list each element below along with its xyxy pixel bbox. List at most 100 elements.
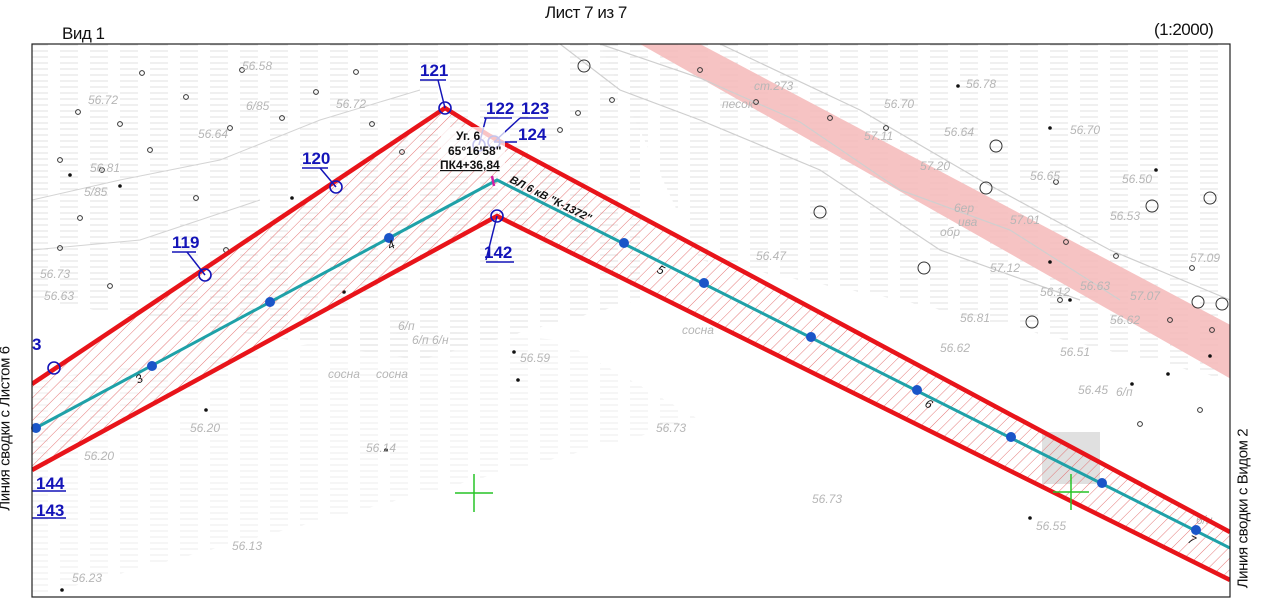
elevation-label: 56.73: [812, 492, 842, 506]
elevation-label: 57.11: [864, 129, 893, 143]
tree-symbol-icon: [1197, 407, 1203, 413]
tree-symbol-icon: [99, 167, 105, 173]
tree-symbol-icon: [1209, 327, 1215, 333]
elevation-label: 56.59: [520, 351, 550, 365]
label-121: 121: [420, 61, 448, 80]
axis-points: [31, 233, 1201, 535]
survey-label: сосна: [682, 323, 714, 337]
survey-dot: [1154, 168, 1158, 172]
tree-symbol-icon: [227, 125, 233, 131]
view-label: Вид 1: [62, 24, 105, 43]
tree-symbol-icon: [609, 97, 615, 103]
survey-dot: [290, 196, 294, 200]
survey-label: сосна: [328, 367, 360, 381]
axis-point: [31, 423, 41, 433]
scale-label: (1:2000): [1154, 20, 1214, 39]
survey-dot: [60, 588, 64, 592]
elevation-label: 56.73: [40, 267, 70, 281]
label-123: 123: [521, 99, 549, 118]
label-142: 142: [484, 243, 512, 262]
elevation-label: 57.01: [1010, 213, 1040, 227]
elevation-label: 56.45: [1078, 383, 1108, 397]
elevation-label: 56.12: [1040, 285, 1070, 299]
survey-label: сосна: [376, 367, 408, 381]
tree-symbol-icon: [1063, 239, 1069, 245]
elevation-label: 56.53: [1110, 209, 1140, 223]
survey-dot: [1130, 382, 1134, 386]
elevation-label: 57.09: [1190, 251, 1220, 265]
axis-point: [265, 297, 275, 307]
tree-symbol-icon: [183, 94, 189, 100]
label-143: 143: [36, 501, 64, 520]
tree-symbol-icon: [1145, 199, 1159, 213]
tree-symbol-icon: [827, 115, 833, 121]
elevation-label: 56.64: [944, 125, 974, 139]
elevation-label: 56.63: [44, 289, 74, 303]
tree-symbol-icon: [1137, 421, 1143, 427]
survey-dot: [1068, 298, 1072, 302]
survey-label: 6/п: [398, 319, 415, 333]
tree-symbol-icon: [917, 261, 931, 275]
elevation-label: 57.20: [920, 159, 950, 173]
label-119: 119: [172, 233, 199, 252]
label-122: 122: [486, 99, 514, 118]
tree-symbol-icon: [279, 115, 285, 121]
elevation-label: 56.78: [966, 77, 996, 91]
map-frame: [31, 43, 1231, 598]
elevation-label: 56.47: [756, 249, 787, 263]
corridor-fill: [32, 108, 1230, 580]
survey-label: ива: [958, 215, 978, 229]
elevation-label: 56.64: [198, 127, 228, 141]
tree-symbol-icon: [117, 121, 123, 127]
axis-point: [619, 238, 629, 248]
tree-symbol-icon: [989, 139, 1003, 153]
angle-number: Уг. 6: [456, 129, 480, 143]
survey-label: 6/п: [1116, 385, 1133, 399]
elevation-label: 56.50: [1122, 172, 1152, 186]
survey-label: ст.273: [754, 79, 794, 93]
left-matchline-label: Линия сводки с Листом 6: [0, 346, 14, 511]
tree-symbol-icon: [1113, 253, 1119, 259]
picket: ПК4+36,84: [440, 158, 500, 172]
road-band: [640, 44, 1230, 379]
axis-point: [699, 278, 709, 288]
elevation-label: 56.81: [90, 161, 120, 175]
survey-dot: [204, 408, 208, 412]
survey-tree-symbols: [57, 59, 1229, 592]
tree-symbol-icon: [813, 205, 827, 219]
elevation-label: 56.65: [1030, 169, 1060, 183]
tree-symbol-icon: [1203, 191, 1217, 205]
elevation-label: 56.81: [960, 311, 990, 325]
label-120: 120: [302, 149, 330, 168]
elevation-label: 56.73: [656, 421, 686, 435]
axis-point: [1191, 525, 1201, 535]
elevation-label: 56.70: [884, 97, 914, 111]
tree-symbol-icon: [193, 195, 199, 201]
elevation-label: 56.58: [242, 59, 272, 73]
tree-symbol-icon: [147, 147, 153, 153]
elevation-label: 56.51: [1060, 345, 1090, 359]
survey-dot: [1048, 126, 1052, 130]
tree-symbol-icon: [107, 283, 113, 289]
label-cut: 3: [32, 335, 41, 354]
angle-value: 65°16'58": [448, 144, 501, 158]
survey-label: 6ер: [954, 201, 974, 215]
tree-symbol-icon: [697, 67, 703, 73]
tree-symbol-icon: [1189, 265, 1195, 271]
cross-markers: [455, 474, 1089, 512]
survey-dot: [68, 173, 72, 177]
tree-symbol-icon: [77, 215, 83, 221]
survey-dot: [1048, 260, 1052, 264]
tree-symbol-icon: [1167, 317, 1173, 323]
elevation-label: 56.13: [232, 539, 262, 553]
tree-symbol-icon: [369, 121, 375, 127]
tree-symbol-icon: [139, 70, 145, 76]
right-matchline-label: Линия сводки с Видом 2: [1234, 428, 1252, 589]
tree-symbol-icon: [1057, 297, 1063, 303]
tree-symbol-icon: [239, 67, 245, 73]
survey-dot: [956, 84, 960, 88]
elevation-label: 56.23: [72, 571, 102, 585]
tree-symbol-icon: [883, 125, 889, 131]
tree-symbol-icon: [979, 181, 993, 195]
